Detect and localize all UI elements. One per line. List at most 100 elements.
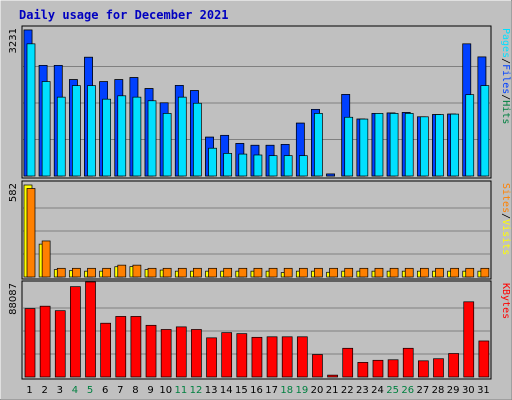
- legend-requests: Pages/Files/Hits: [500, 28, 511, 124]
- x-tick-label: 27: [417, 385, 430, 396]
- bar-pages-day-5: [87, 85, 96, 177]
- bar-pages-day-14: [223, 153, 233, 177]
- bar-kbytes-day-2: [39, 305, 51, 378]
- bar-pages-day-12: [193, 102, 202, 177]
- bar-kbytes-day-24: [372, 359, 384, 378]
- bar-kbytes-day-31: [478, 340, 490, 378]
- x-tick-label: 11: [174, 385, 187, 396]
- x-tick-label: 12: [190, 385, 203, 396]
- bar-kbytes-day-12: [191, 329, 202, 378]
- legend-item: Hits: [500, 100, 511, 124]
- x-tick-label: 16: [250, 385, 263, 396]
- x-tick-label: 26: [401, 385, 414, 396]
- x-tick-label: 21: [326, 385, 339, 396]
- x-tick-label: 4: [72, 385, 78, 396]
- bar-pages-day-23: [359, 118, 369, 177]
- bar-sites-day-3: [56, 267, 66, 278]
- y-max-label: 88087: [8, 283, 19, 315]
- bar-pages-day-16: [253, 154, 263, 177]
- bar-kbytes-day-22: [342, 347, 354, 378]
- panel-requests: 3231 Pages/Files/Hits: [8, 25, 511, 179]
- bar-kbytes-day-16: [251, 336, 263, 378]
- bar-pages-day-1: [26, 43, 36, 177]
- bar-kbytes-day-3: [54, 310, 66, 378]
- x-tick-label: 23: [356, 385, 369, 396]
- bar-pages-day-15: [238, 153, 248, 177]
- bar-kbytes-day-15: [236, 333, 248, 378]
- panel-kbytes: 88087 KBytes: [8, 280, 511, 380]
- bar-kbytes-day-11: [175, 326, 187, 378]
- legend-visits: Sites/Visits: [500, 183, 511, 255]
- bar-pages-day-6: [102, 98, 111, 177]
- x-tick-label: 6: [102, 385, 108, 396]
- x-tick-label: 8: [132, 385, 138, 396]
- bar-sites-day-19: [298, 267, 308, 278]
- x-tick-label: 1: [26, 385, 32, 396]
- bar-sites-day-28: [435, 267, 444, 278]
- bar-sites-day-29: [450, 267, 459, 278]
- bar-kbytes-day-28: [433, 358, 444, 378]
- x-tick-label: 25: [386, 385, 399, 396]
- bar-pages-day-20: [314, 113, 323, 177]
- legend-item: KBytes: [500, 283, 511, 319]
- x-tick-label: 30: [462, 385, 475, 396]
- panel-visits: 582 Sites/Visits: [8, 180, 511, 280]
- bar-kbytes-day-17: [266, 336, 278, 378]
- bar-sites-day-11: [177, 267, 187, 278]
- series-kbytes: [24, 281, 490, 378]
- legend-item: /: [500, 94, 511, 100]
- x-tick-label: 7: [117, 385, 123, 396]
- bar-kbytes-day-13: [206, 337, 217, 378]
- bar-kbytes-day-27: [418, 360, 429, 378]
- x-tick-label: 13: [205, 385, 218, 396]
- y-max-label: 582: [8, 183, 19, 202]
- bar-kbytes-day-23: [357, 362, 369, 378]
- bar-sites-day-27: [420, 267, 429, 278]
- bar-sites-day-21: [329, 267, 338, 278]
- panel-frame: [21, 180, 492, 280]
- y-max-label: 3231: [8, 28, 19, 53]
- bar-pages-day-28: [435, 114, 444, 177]
- bar-pages-day-31: [480, 85, 490, 177]
- bar-sites-day-10: [162, 267, 172, 278]
- bar-kbytes-day-8: [130, 316, 142, 378]
- bar-sites-day-5: [87, 267, 96, 278]
- bar-sites-day-6: [102, 267, 111, 278]
- legend-item: /: [500, 213, 511, 219]
- x-tick-label: 3: [57, 385, 63, 396]
- bar-pages-day-29: [450, 113, 459, 177]
- x-tick-label: 15: [235, 385, 248, 396]
- x-tick-label: 28: [432, 385, 445, 396]
- bar-sites-day-26: [404, 267, 414, 278]
- bar-kbytes-day-25: [387, 359, 399, 378]
- bar-sites-day-12: [193, 267, 202, 278]
- x-tick-label: 29: [447, 385, 460, 396]
- bar-kbytes-day-10: [160, 329, 172, 378]
- x-tick-label: 17: [265, 385, 278, 396]
- bar-kbytes-day-26: [402, 347, 414, 378]
- legend-item: Files: [500, 64, 511, 94]
- bar-pages-day-7: [117, 95, 127, 177]
- x-tick-label: 5: [87, 385, 93, 396]
- bar-sites-day-1: [26, 188, 36, 278]
- x-tick-label: 9: [147, 385, 153, 396]
- legend-item: Sites: [500, 183, 511, 213]
- bar-sites-day-31: [480, 267, 490, 278]
- bar-kbytes-day-21: [327, 374, 338, 378]
- bar-sites-day-15: [238, 267, 248, 278]
- bar-pages-day-3: [56, 96, 66, 177]
- x-axis-day-labels: 1 2 3 4 5 6 7 8 9 10 11 12 13 14 15 16 17 18 19 20 21 22 23 24 2…: [26, 385, 489, 396]
- bar-sites-day-30: [465, 267, 475, 278]
- bar-sites-day-16: [253, 267, 263, 278]
- legend-kbytes: KBytes: [500, 283, 511, 319]
- bar-sites-day-17: [268, 267, 278, 278]
- bar-pages-day-25: [389, 113, 399, 177]
- x-tick-label: 24: [371, 385, 384, 396]
- bar-files-day-21: [326, 173, 335, 177]
- bar-kbytes-day-14: [221, 332, 233, 378]
- bar-pages-day-17: [268, 155, 278, 177]
- bar-pages-day-22: [344, 116, 354, 177]
- legend-item: Pages: [500, 28, 511, 58]
- bar-pages-day-30: [465, 94, 475, 177]
